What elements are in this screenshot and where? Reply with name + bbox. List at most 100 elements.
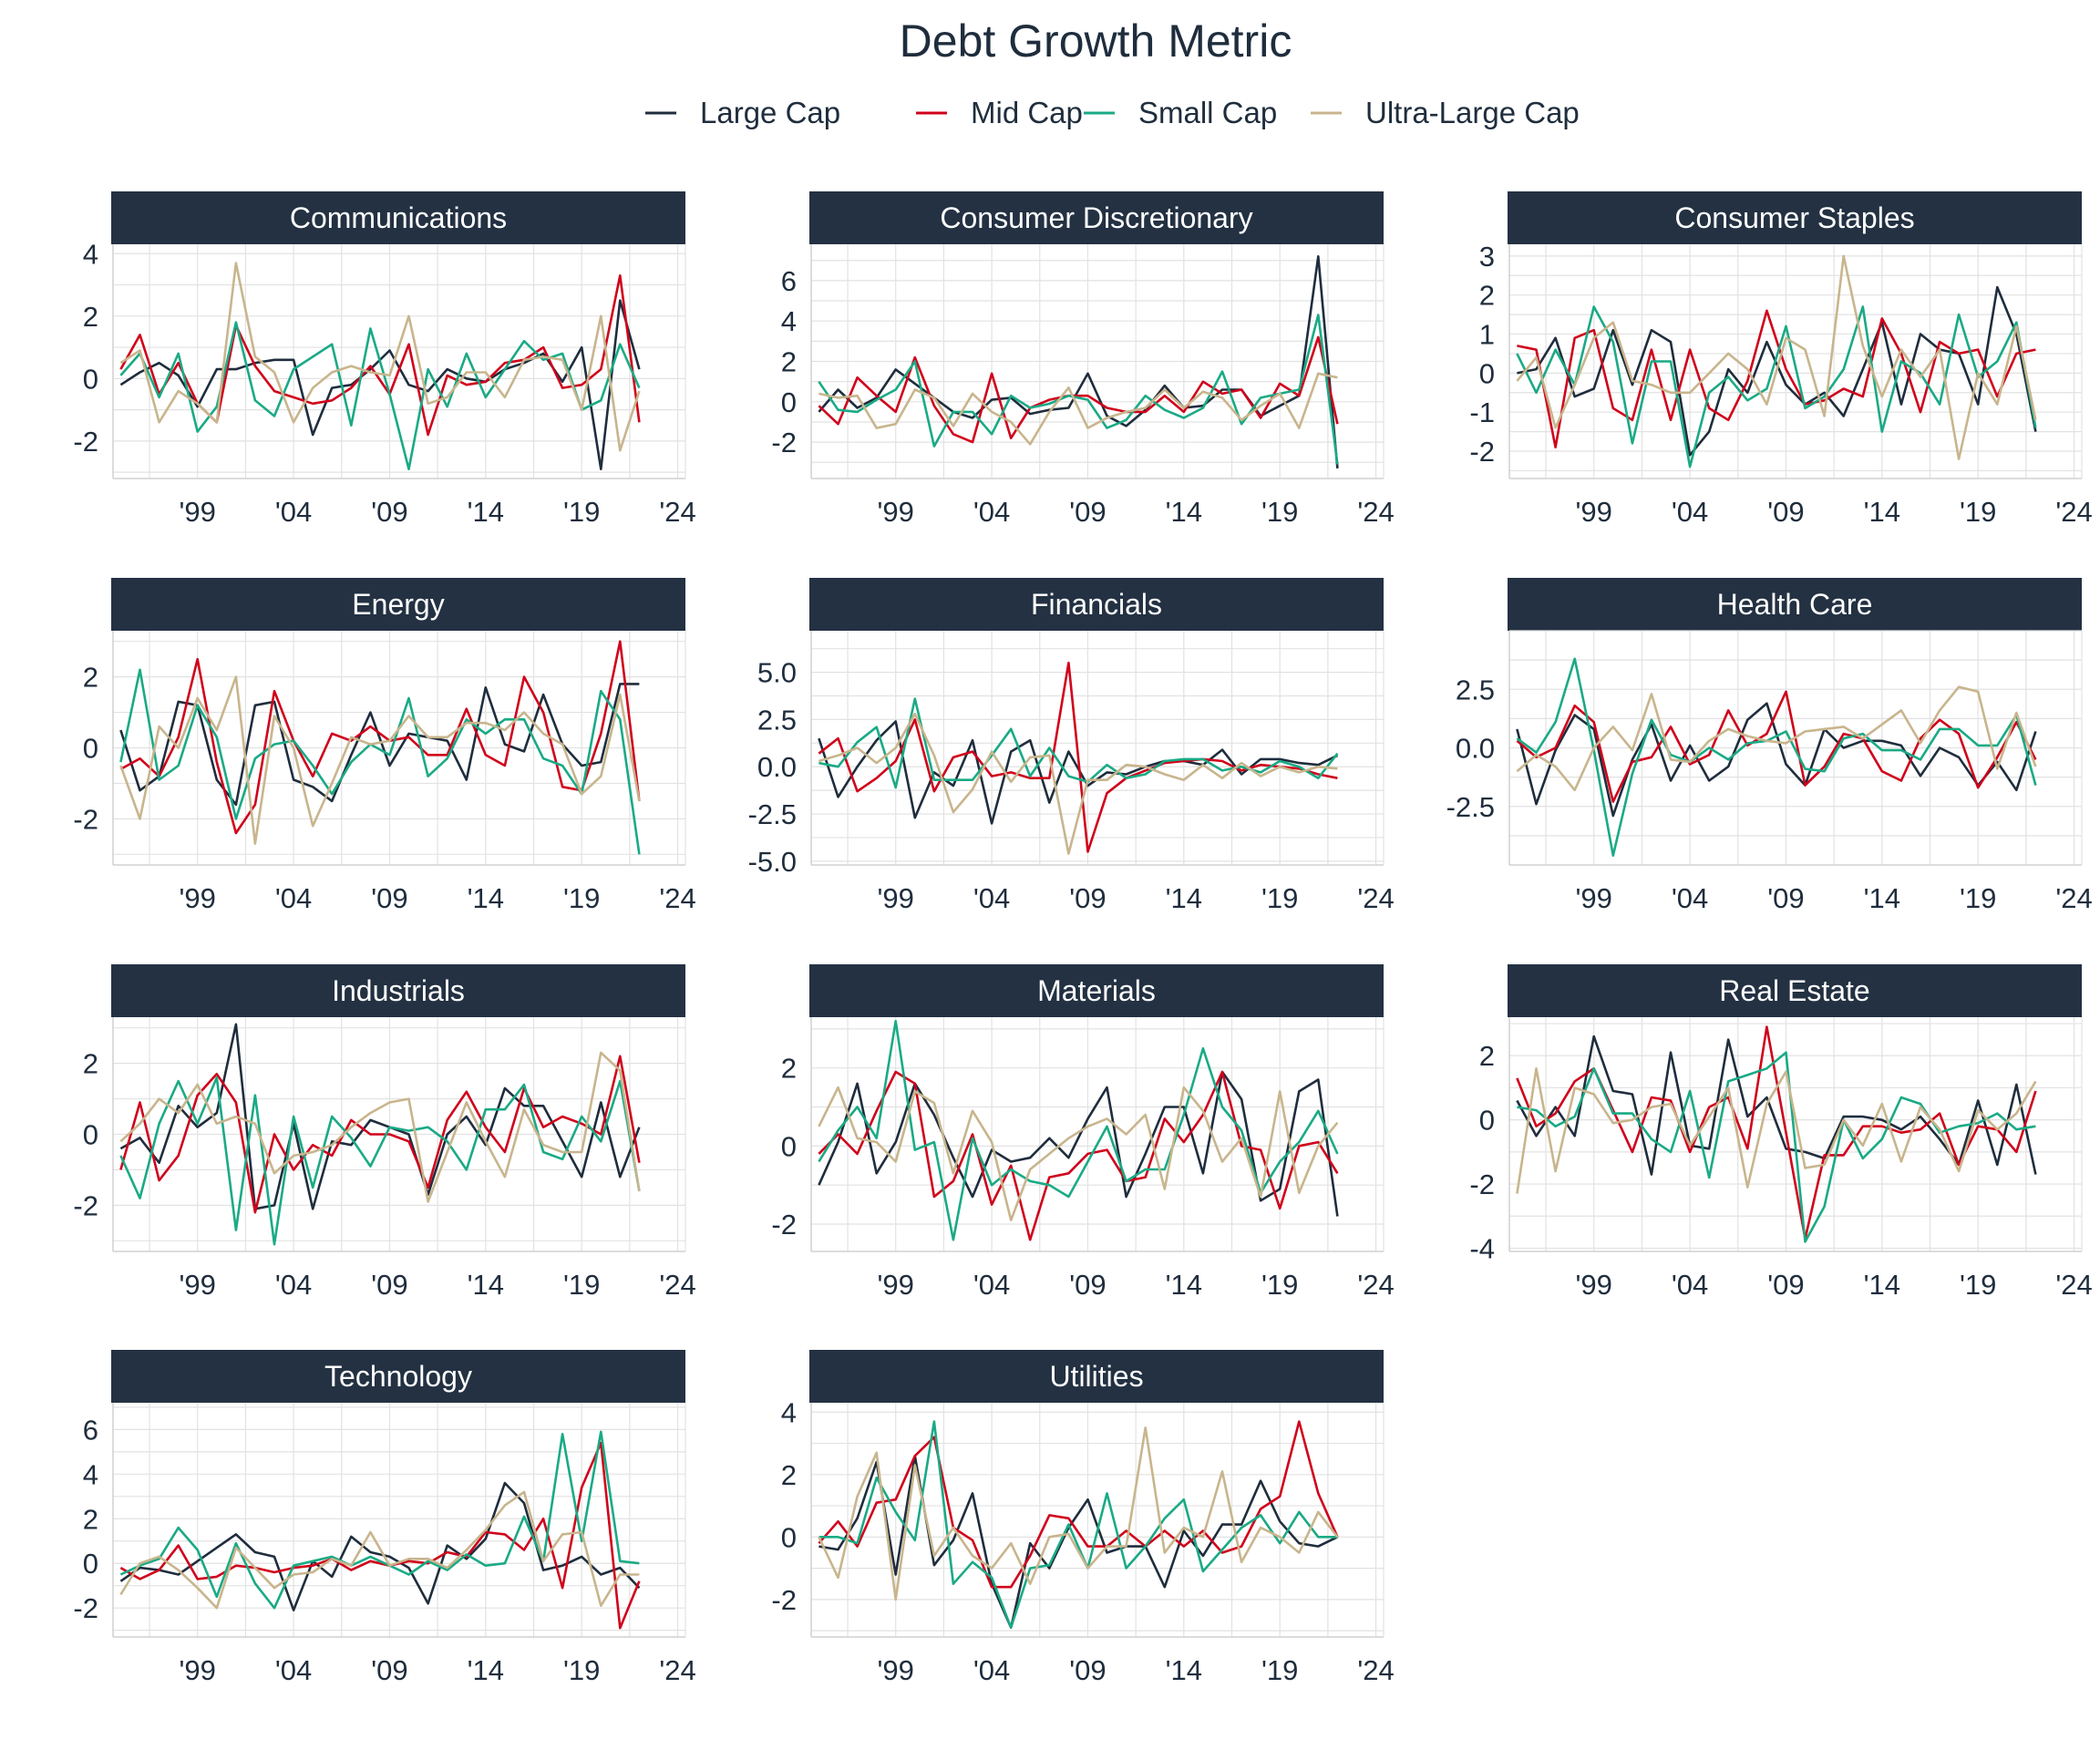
y-tick-label: 2.5 <box>757 704 797 736</box>
strip-label: Health Care <box>1717 588 1873 621</box>
strip-label: Financials <box>1031 588 1162 621</box>
y-tick-label: 0 <box>781 1521 797 1553</box>
series-line-small-cap <box>818 1020 1339 1241</box>
series-line-mid-cap <box>818 335 1339 444</box>
series-line-small-cap <box>1517 1051 2036 1243</box>
strip-financials <box>809 578 1384 631</box>
x-tick-label: '99 <box>180 882 216 914</box>
y-tick-label: -2 <box>73 426 98 458</box>
gridlines <box>811 631 1384 865</box>
strip-label: Technology <box>324 1360 472 1393</box>
x-tick-label: '19 <box>1261 882 1298 914</box>
series-line-ultra-large-cap <box>1516 1067 2037 1194</box>
y-tick-label: -2 <box>771 1584 797 1616</box>
x-tick-label: '14 <box>468 1269 504 1301</box>
y-tick-label: -2 <box>73 1189 98 1221</box>
x-tick-label: '19 <box>563 1654 600 1686</box>
x-tick-label: '04 <box>1672 1269 1708 1301</box>
series-line-small-cap <box>119 1430 640 1610</box>
x-tick-label: '24 <box>2055 1269 2092 1301</box>
strip-industrials <box>111 964 685 1017</box>
gridlines <box>1509 1017 2082 1251</box>
series-line-small-cap <box>818 314 1339 465</box>
y-tick-label: 2.5 <box>1456 674 1495 705</box>
x-tick-label: '14 <box>1864 882 1900 914</box>
x-tick-label: '09 <box>1069 882 1106 914</box>
panel-technology: Technology -2 0 2 4 6 '99 '04 '09 '14 '19 '24 <box>73 1350 696 1686</box>
y-tick-label: 0 <box>83 1119 98 1151</box>
series-line-ultra-large-cap <box>818 712 1338 855</box>
panel-energy: Energy -2 0 2 '99 '04 '09 '14 '19 '24 <box>73 578 696 914</box>
x-tick-label: '24 <box>2055 496 2092 528</box>
x-tick-label: '19 <box>563 496 600 528</box>
x-tick-label: '14 <box>468 882 504 914</box>
series-line-large-cap <box>1517 285 2037 457</box>
x-tick-label: '04 <box>973 1269 1010 1301</box>
strip-label: Materials <box>1037 974 1156 1007</box>
x-tick-label: '14 <box>1864 496 1900 528</box>
strip-technology <box>111 1350 685 1403</box>
x-tick-label: '09 <box>1069 496 1106 528</box>
strip-consumer-discretionary <box>809 191 1384 244</box>
x-tick-label: '14 <box>468 1654 504 1686</box>
y-tick-label: 2 <box>83 1503 98 1535</box>
series-line-small-cap <box>1516 657 2037 858</box>
series-line-ultra-large-cap <box>119 675 641 845</box>
panel-materials: Materials -2 0 2 '99 '04 '09 '14 '19 '24 <box>771 964 1395 1301</box>
panel-consumer-staples: Consumer Staples -2 -1 0 1 2 3 '99 '04 '09 '14 '19 '… <box>1469 191 2093 528</box>
strip-label: Energy <box>352 588 444 621</box>
y-tick-label: -4 <box>1469 1232 1495 1264</box>
x-tick-label: '99 <box>180 1269 216 1301</box>
series-line-ultra-large-cap <box>818 1086 1339 1221</box>
x-tick-label: '19 <box>563 1269 600 1301</box>
x-tick-label: '04 <box>275 496 312 528</box>
series-line-small-cap <box>119 321 641 471</box>
x-tick-label: '04 <box>275 1269 312 1301</box>
x-tick-label: '14 <box>1166 1654 1202 1686</box>
y-tick-label: 2 <box>1479 280 1495 312</box>
x-tick-label: '04 <box>1672 496 1708 528</box>
series-line-ultra-large-cap <box>119 1051 641 1203</box>
y-tick-label: 6 <box>83 1414 98 1446</box>
strip-label: Consumer Staples <box>1674 201 1914 234</box>
y-tick-label: 2 <box>781 1459 797 1491</box>
y-tick-label: 0 <box>83 363 98 395</box>
y-tick-label: 5.0 <box>757 657 797 689</box>
x-tick-label: '04 <box>973 1654 1010 1686</box>
panel-consumer-discretionary: Consumer Discretionary -2 0 2 4 6 '99 '04 '09 '14… <box>771 191 1395 528</box>
y-tick-label: -2.5 <box>748 798 797 830</box>
x-tick-label: '24 <box>659 882 695 914</box>
series-line-mid-cap <box>1517 309 2036 449</box>
strip-label: Real Estate <box>1719 974 1869 1007</box>
y-tick-label: -1 <box>1469 396 1495 428</box>
series-line-small-cap <box>119 1076 641 1246</box>
strip-real-estate <box>1508 964 2082 1017</box>
legend-item-ultra-large-cap: Ultra-Large Cap <box>1311 96 1580 129</box>
series-line-ultra-large-cap <box>1516 685 2037 792</box>
x-tick-label: '14 <box>1166 496 1202 528</box>
y-tick-label: 0 <box>1479 1105 1495 1137</box>
x-tick-label: '09 <box>371 1654 407 1686</box>
y-tick-label: 4 <box>83 1458 98 1490</box>
series-line-ultra-large-cap <box>119 1490 640 1610</box>
strip-communications <box>111 191 685 244</box>
series-line-mid-cap <box>1516 690 2037 803</box>
series-line-ultra-large-cap <box>1516 254 2037 460</box>
series-line-small-cap <box>1516 305 2037 468</box>
x-tick-label: '99 <box>878 496 914 528</box>
x-tick-label: '04 <box>275 1654 312 1686</box>
x-tick-label: '19 <box>1261 496 1298 528</box>
y-tick-label: 0 <box>1479 357 1495 389</box>
x-tick-label: '99 <box>1576 1269 1612 1301</box>
y-tick-label: 3 <box>1479 241 1495 273</box>
x-tick-label: '14 <box>1166 1269 1202 1301</box>
strip-label: Communications <box>290 201 507 234</box>
series-line-ultra-large-cap <box>119 262 641 452</box>
y-tick-label: 4 <box>83 238 98 270</box>
x-tick-label: '19 <box>1261 1654 1298 1686</box>
series-line-mid-cap <box>119 640 641 835</box>
x-tick-label: '09 <box>1767 882 1804 914</box>
x-tick-label: '14 <box>1166 882 1202 914</box>
